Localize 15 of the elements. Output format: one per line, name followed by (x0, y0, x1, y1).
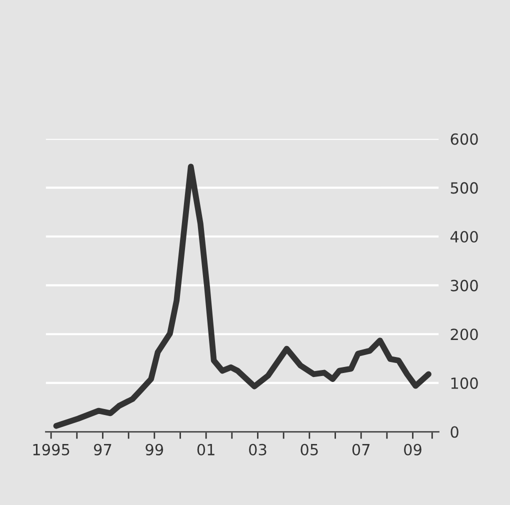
x-tick-label: 03 (249, 444, 266, 456)
y-tick-label: 400 (450, 230, 478, 243)
x-tick-label: 99 (146, 444, 164, 456)
x-tick-label: 07 (352, 444, 370, 456)
x-tick-label: 01 (197, 444, 214, 456)
y-tick-label: 100 (451, 377, 478, 389)
y-tick-label: 200 (450, 328, 478, 340)
x-tick-label: 09 (404, 444, 422, 456)
y-tick-label: 300 (450, 280, 478, 292)
x-tick-label: 97 (94, 444, 112, 456)
x-tick-label: 05 (300, 444, 318, 456)
x-tick-label: 1995 (33, 444, 70, 456)
y-tick-label: 600 (450, 133, 478, 145)
y-tick-label: 0 (450, 426, 458, 438)
y-tick-label: 500 (450, 182, 478, 194)
